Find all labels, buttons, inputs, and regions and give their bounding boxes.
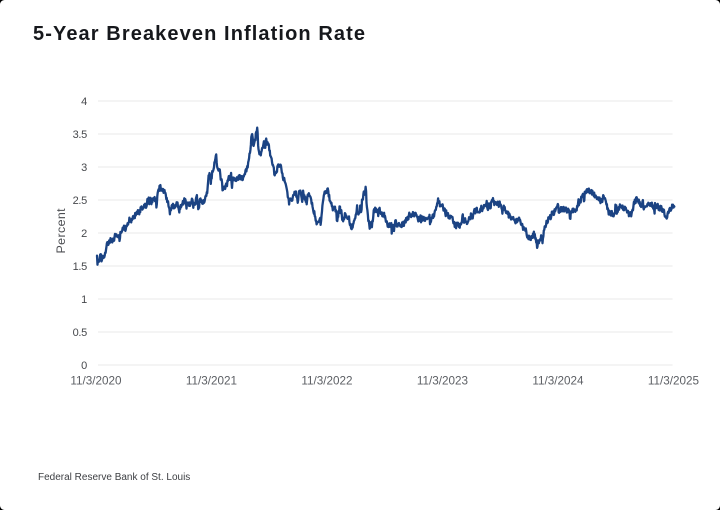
svg-text:2.5: 2.5 xyxy=(73,195,88,207)
svg-text:2: 2 xyxy=(81,228,87,240)
svg-text:11/3/2021: 11/3/2021 xyxy=(186,375,237,388)
svg-text:3.5: 3.5 xyxy=(73,129,88,141)
svg-text:0.5: 0.5 xyxy=(73,327,88,339)
svg-text:1: 1 xyxy=(81,294,87,306)
svg-text:11/3/2025: 11/3/2025 xyxy=(648,375,700,388)
svg-text:11/3/2020: 11/3/2020 xyxy=(70,375,122,388)
svg-text:11/3/2023: 11/3/2023 xyxy=(417,375,468,388)
svg-text:11/3/2024: 11/3/2024 xyxy=(532,375,584,388)
svg-text:1.5: 1.5 xyxy=(73,261,88,273)
svg-text:3: 3 xyxy=(81,162,87,174)
svg-text:4: 4 xyxy=(81,96,87,108)
svg-text:0: 0 xyxy=(81,360,87,372)
svg-text:11/3/2022: 11/3/2022 xyxy=(301,375,352,388)
svg-text:Percent: Percent xyxy=(54,208,68,254)
